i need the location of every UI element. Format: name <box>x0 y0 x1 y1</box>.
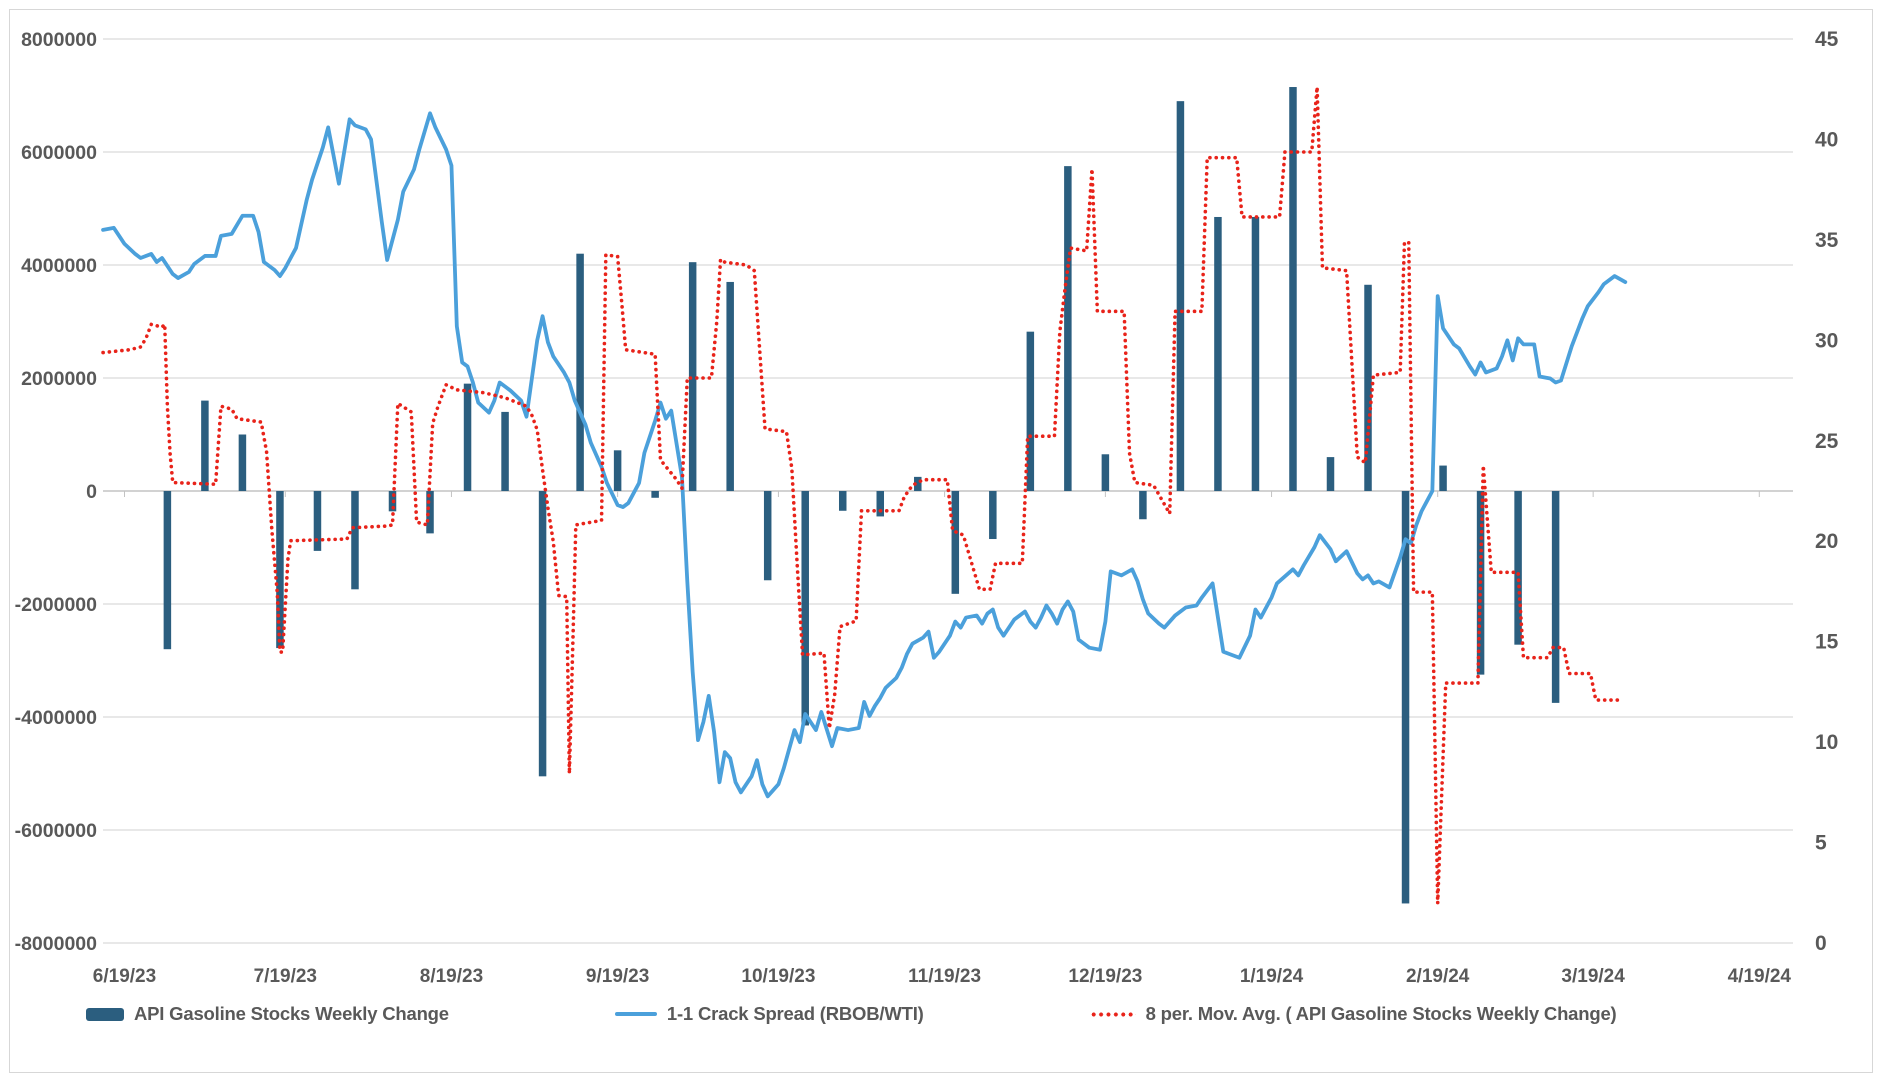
bar[interactable] <box>1176 101 1185 492</box>
crack-spread-line[interactable] <box>101 111 1628 799</box>
legend-item-moving-average[interactable]: 8 per. Mov. Avg. ( API Gasoline Stocks W… <box>1089 1003 1617 1025</box>
bar[interactable] <box>726 281 734 491</box>
bar[interactable] <box>276 491 284 649</box>
crack-spread-path[interactable] <box>101 111 1628 799</box>
x-axis-tick-label: 1/19/24 <box>1240 966 1304 987</box>
bar[interactable] <box>876 491 885 517</box>
right-axis-tick-label: 20 <box>1815 530 1838 553</box>
left-axis-tick-label: 0 <box>86 481 97 503</box>
bar[interactable] <box>1026 331 1035 491</box>
bar-swatch-icon <box>86 1007 124 1021</box>
x-axis-tick-label: 10/19/23 <box>741 966 815 987</box>
legend-item-bars[interactable]: API Gasoline Stocks Weekly Change <box>86 1003 449 1025</box>
bar[interactable] <box>914 476 922 491</box>
bar[interactable] <box>1251 216 1260 491</box>
left-axis-tick-label: 8000000 <box>21 29 97 51</box>
gridlines <box>103 38 1793 944</box>
x-axis-tick-label: 3/19/24 <box>1561 966 1625 987</box>
bar[interactable] <box>613 450 622 491</box>
x-axis-tick-label: 4/19/24 <box>1728 966 1792 987</box>
bar[interactable] <box>576 253 584 491</box>
right-axis-tick-label: 10 <box>1815 731 1838 754</box>
legend-label-bars: API Gasoline Stocks Weekly Change <box>134 1003 449 1024</box>
right-axis-tick-label: 15 <box>1815 631 1839 654</box>
bar[interactable] <box>163 491 172 650</box>
left-axis-tick-label: 4000000 <box>21 255 97 277</box>
bar[interactable] <box>313 491 322 551</box>
legend-item-crack-spread[interactable]: 1-1 Crack Spread (RBOB/WTI) <box>614 1003 924 1025</box>
legend-label-moving-average: 8 per. Mov. Avg. ( API Gasoline Stocks W… <box>1145 1003 1617 1024</box>
x-axis-tick-label: 2/19/24 <box>1406 966 1470 987</box>
chart-legend: API Gasoline Stocks Weekly Change 1-1 Cr… <box>86 1003 1617 1025</box>
x-axis-tick-label: 8/19/23 <box>420 966 483 987</box>
bar[interactable] <box>1139 491 1147 520</box>
left-axis-tick-label: -8000000 <box>15 933 98 955</box>
bar[interactable] <box>1289 87 1297 492</box>
bar[interactable] <box>238 434 247 492</box>
bar[interactable] <box>201 400 209 491</box>
bar[interactable] <box>763 491 772 581</box>
bar[interactable] <box>1514 491 1522 645</box>
bar[interactable] <box>1101 454 1110 491</box>
bar[interactable] <box>989 491 997 540</box>
bar[interactable] <box>688 262 697 491</box>
x-axis-tick-label: 11/19/23 <box>908 966 981 987</box>
right-axis-tick-label: 45 <box>1815 28 1839 51</box>
bar[interactable] <box>1551 491 1560 703</box>
moving-average-line[interactable] <box>101 85 1625 906</box>
bar[interactable] <box>1364 284 1372 491</box>
legend-label-crack-spread: 1-1 Crack Spread (RBOB/WTI) <box>666 1003 924 1024</box>
right-axis-tick-label: 25 <box>1815 430 1839 453</box>
left-axis-tick-label: -6000000 <box>15 820 98 842</box>
bar[interactable] <box>1064 166 1072 491</box>
axis-labels: 8000000 6000000 4000000 2000000 0 -2000000 -40… <box>15 28 1839 987</box>
bar[interactable] <box>1439 465 1447 491</box>
dotted-swatch-icon <box>1089 1011 1136 1017</box>
bar[interactable] <box>1326 457 1335 491</box>
bar[interactable] <box>1214 216 1222 491</box>
right-axis-tick-label: 30 <box>1815 329 1838 352</box>
bar[interactable] <box>463 383 472 491</box>
bar[interactable] <box>838 491 847 511</box>
bar[interactable] <box>351 491 359 590</box>
bar[interactable] <box>1401 491 1410 904</box>
right-axis-tick-label: 35 <box>1815 229 1839 252</box>
x-axis-tick-label: 7/19/23 <box>254 966 317 987</box>
bar[interactable] <box>801 491 809 726</box>
left-axis-tick-label: -2000000 <box>15 594 98 616</box>
x-axis-tick-label: 12/19/23 <box>1068 966 1142 987</box>
bar[interactable] <box>538 491 547 777</box>
right-axis-tick-label: 0 <box>1815 932 1827 955</box>
bar[interactable] <box>426 491 434 534</box>
x-axis-tick-label: 9/19/23 <box>586 966 649 987</box>
bar[interactable] <box>951 491 960 594</box>
bar[interactable] <box>501 411 509 491</box>
moving-average-path[interactable] <box>101 85 1625 906</box>
right-axis-tick-label: 5 <box>1815 832 1827 855</box>
bar[interactable] <box>651 491 659 498</box>
left-axis-tick-label: 6000000 <box>21 142 97 164</box>
x-axis-tick-label: 6/19/23 <box>93 966 156 987</box>
bar-series[interactable] <box>163 87 1560 904</box>
right-axis-tick-label: 40 <box>1815 128 1838 151</box>
left-axis-tick-label: 2000000 <box>21 368 97 390</box>
left-axis-tick-label: -4000000 <box>15 707 98 729</box>
line-swatch-icon <box>614 1012 657 1016</box>
